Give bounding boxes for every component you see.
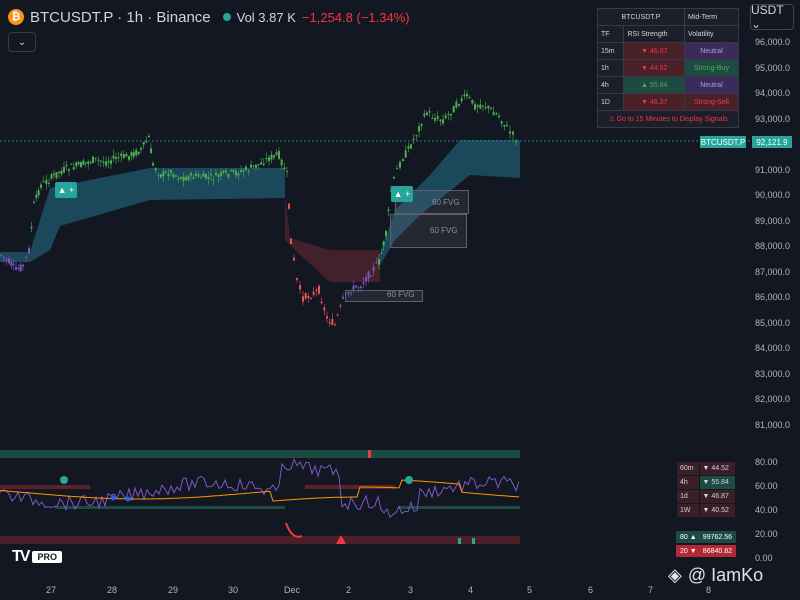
oscillator-axis-tick: 40.00 — [755, 505, 778, 515]
price-axis-tick: 95,000.0 — [755, 62, 791, 73]
oscillator-axis-tick: 80.00 — [755, 457, 778, 467]
price-axis-tick: 90,000.0 — [755, 190, 791, 200]
table-row-tf: 1D — [596, 93, 625, 111]
fvg-label: 60 FVG — [387, 290, 415, 299]
price-axis-tick: 96,000.0 — [755, 37, 791, 47]
mtf-tf: 1W — [676, 503, 700, 518]
fvg-zone — [345, 290, 423, 302]
price-axis-tick: 94,000.0 — [755, 88, 791, 98]
table-row-tf: 4h — [596, 76, 625, 94]
price-axis-tick: 82,000.0 — [755, 394, 791, 404]
table-row-tf: 1h — [596, 59, 625, 77]
volume-readout: Vol 3.87 K — [236, 9, 296, 25]
mtf-val: ▼ 40.52 — [698, 503, 737, 518]
time-axis-tick: 8 — [706, 585, 712, 595]
time-axis-tick: 6 — [588, 585, 594, 595]
oscillator-axis-tick: 60.00 — [755, 481, 778, 491]
price-change: −1,254.8 (−1.34%) — [301, 9, 410, 25]
oscillator-pane[interactable] — [0, 448, 750, 553]
price-axis-tick: 83,000.0 — [755, 368, 791, 379]
price-axis-tick: 88,000.0 — [755, 241, 791, 251]
oscillator-axis-tick: 0.00 — [755, 553, 773, 563]
time-axis-tick: 7 — [648, 585, 654, 595]
pro-badge: PRO — [32, 551, 62, 563]
level-label: 80 ▲ — [680, 533, 697, 541]
time-axis-tick: 30 — [228, 585, 239, 595]
price-axis-tick: 93,000.0 — [755, 113, 791, 124]
table-row-rsi: ▼ 46.07 — [623, 42, 685, 60]
buy-signal[interactable]: ▲ + — [55, 182, 77, 198]
price-axis-tick: 81,000.0 — [755, 419, 791, 430]
table-note: ⚠ Go to 15 Minutes to Display Signals — [597, 110, 739, 128]
table-row-vol: Strong-Sell — [683, 93, 740, 111]
fvg-zone — [390, 214, 467, 248]
last-price-tag: 92,121.9 — [752, 136, 792, 148]
strength-table: BTCUSDT.P Mid-Term TF RSI Strength Volat… — [596, 8, 740, 128]
time-axis-tick: 3 — [408, 585, 414, 595]
symbol-title[interactable]: BTCUSDT.P · 1h · Binance — [30, 8, 211, 26]
symbol-price-tag: BTCUSDT.P — [700, 136, 746, 148]
level-value: 99762.56 — [702, 533, 732, 541]
watermark: ◈ @ IamKo — [668, 565, 763, 586]
binance-logo-icon: ◈ — [668, 565, 682, 585]
bitcoin-logo-icon: ₿ — [8, 9, 24, 25]
fvg-label: 60 FVG — [432, 198, 460, 207]
price-axis-tick: 84,000.0 — [755, 343, 791, 353]
level-value: 86840.82 — [702, 547, 732, 555]
time-axis-tick: 2 — [346, 585, 352, 595]
fvg-label: 60 FVG — [430, 226, 458, 235]
tradingview-logo[interactable]: TV PRO — [12, 548, 62, 566]
oscillator-axis-tick: 20.00 — [755, 529, 778, 539]
table-header-vol: Volatility — [683, 25, 740, 43]
price-axis-tick: 85,000.0 — [755, 317, 791, 328]
mtf-val: ▼ 44.52 — [698, 461, 737, 476]
table-row-rsi: ▼ 46.37 — [623, 93, 685, 111]
mtf-val: ▼ 55.84 — [698, 475, 737, 490]
level-label: 20 ▼ — [680, 547, 697, 555]
table-row-rsi: ▼ 44.52 — [623, 59, 685, 77]
price-axis-tick: 87,000.0 — [755, 266, 791, 277]
mtf-tf: 1d — [676, 489, 700, 504]
table-row-vol: Neutral — [683, 76, 740, 94]
table-term: Mid-Term — [683, 8, 740, 26]
table-row-vol: Neutral — [683, 42, 740, 60]
table-header-tf: TF — [596, 25, 625, 43]
time-axis-tick: Dec — [284, 585, 301, 595]
mtf-rsi-table: 60m ▼ 44.52 4h ▼ 55.84 1d ▼ 46.87 1W ▼ 40.52 — [676, 461, 737, 518]
level-20-tag: 20 ▼ 86840.82 — [676, 545, 736, 557]
price-axis-tick: 89,000.0 — [755, 215, 791, 226]
table-row-tf: 15m — [596, 42, 625, 60]
table-header-rsi: RSI Strength — [623, 25, 685, 43]
table-symbol: BTCUSDT.P — [597, 8, 685, 26]
time-axis-tick: 5 — [527, 585, 533, 595]
time-axis-tick: 27 — [46, 585, 57, 595]
mtf-val: ▼ 46.87 — [698, 489, 737, 504]
chart-header: ₿ BTCUSDT.P · 1h · Binance Vol 3.87 K −1… — [8, 6, 410, 28]
level-80-tag: 80 ▲ 99762.56 — [676, 531, 736, 543]
time-axis-tick: 28 — [107, 585, 118, 595]
currency-select[interactable]: USDT ⌄ — [750, 3, 794, 31]
chevron-down-icon: ⌄ — [17, 36, 27, 48]
watermark-text: @ IamKo — [687, 565, 764, 585]
price-axis-tick: 86,000.0 — [755, 292, 791, 302]
collapse-button[interactable]: ⌄ — [8, 32, 36, 52]
table-row-vol: Strong-Buy — [683, 59, 740, 77]
time-axis-tick: 29 — [168, 585, 179, 595]
mtf-tf: 4h — [676, 475, 700, 490]
tradingview-logo-icon: TV — [12, 548, 31, 565]
time-axis-tick: 4 — [468, 585, 474, 595]
table-row-rsi: ▲ 55.84 — [623, 76, 685, 94]
market-status-icon — [222, 13, 231, 21]
price-axis-tick: 91,000.0 — [755, 164, 791, 175]
mtf-tf: 60m — [676, 461, 700, 476]
buy-signal[interactable]: ▲ + — [391, 186, 413, 202]
